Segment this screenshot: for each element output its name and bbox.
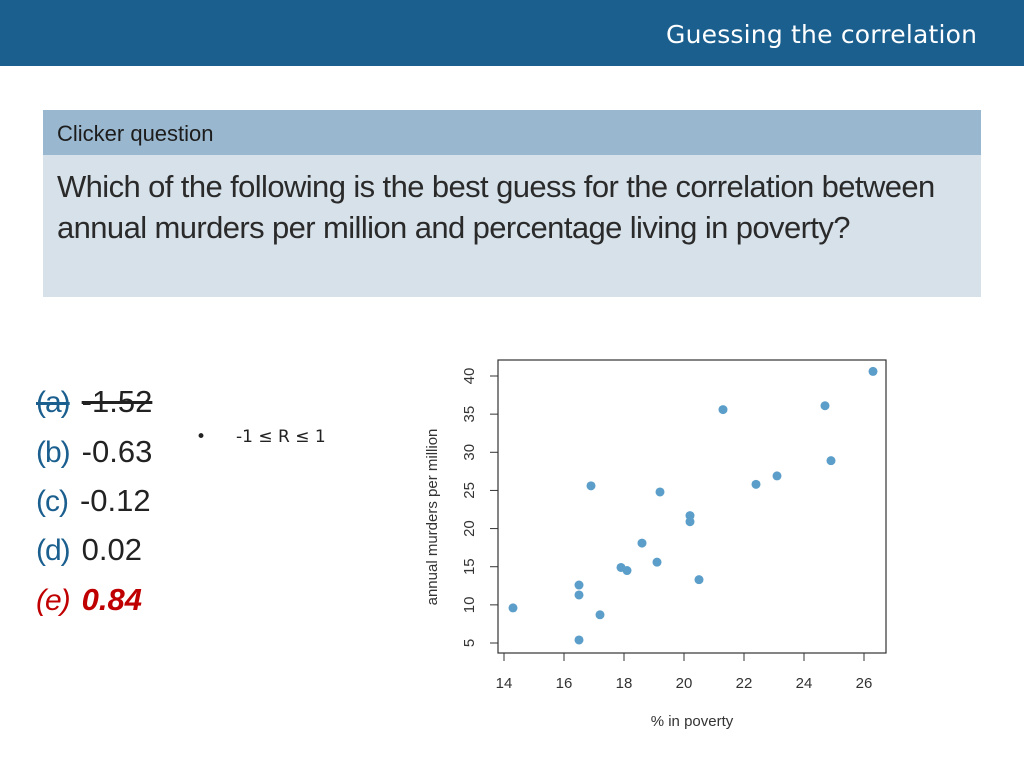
answer-letter: (c) (36, 485, 69, 518)
y-tick-label: 35 (461, 406, 478, 423)
data-point (718, 405, 728, 415)
answer-a[interactable]: (a) -1.52 (36, 384, 152, 420)
data-point (772, 471, 782, 481)
x-tick-label: 24 (796, 675, 813, 692)
scatter-plot: 14 16 18 20 22 24 26 5 10 15 20 25 30 35 40 % in pove… (424, 359, 887, 730)
y-tick-label: 15 (461, 558, 478, 575)
question-box: Clicker question Which of the following … (43, 110, 981, 297)
x-tick-label: 16 (556, 675, 573, 692)
data-point (586, 481, 596, 491)
question-label: Clicker question (57, 121, 214, 146)
answer-e[interactable]: (e) 0.84 (36, 582, 142, 618)
y-tick-label: 30 (461, 444, 478, 461)
x-tick-label: 26 (856, 675, 873, 692)
data-point (622, 566, 632, 576)
data-point (694, 575, 704, 585)
answer-b[interactable]: (b) -0.63 (36, 434, 152, 470)
x-tick-label: 18 (616, 675, 633, 692)
answer-c[interactable]: (c) -0.12 (36, 483, 151, 519)
data-point (820, 401, 830, 411)
question-text: Which of the following is the best guess… (57, 169, 935, 245)
x-tick-label: 20 (676, 675, 693, 692)
y-axis: 5 10 15 20 25 30 35 40 (461, 368, 499, 647)
bullet-icon: • (196, 427, 207, 447)
y-tick-label: 5 (461, 639, 478, 647)
data-point (685, 517, 695, 527)
y-tick-label: 25 (461, 482, 478, 499)
data-points (508, 366, 878, 645)
x-tick-label: 14 (496, 675, 513, 692)
data-point (655, 487, 665, 497)
data-point (595, 610, 605, 620)
x-axis: 14 16 18 20 22 24 26 (496, 652, 873, 692)
header-bar: Guessing the correlation (0, 0, 1024, 66)
data-point (652, 557, 662, 567)
answer-value: -0.63 (81, 434, 153, 469)
correlation-range-note: • -1 ≤ R ≤ 1 (196, 427, 326, 447)
answer-d[interactable]: (d) 0.02 (36, 532, 142, 568)
answer-value: 0.02 (81, 532, 143, 567)
data-point (574, 590, 584, 600)
y-tick-label: 10 (461, 597, 478, 614)
note-text: -1 ≤ R ≤ 1 (236, 427, 326, 447)
answer-letter: (d) (36, 534, 71, 567)
data-point (826, 456, 836, 466)
data-point (751, 479, 761, 489)
data-point (868, 366, 878, 376)
answer-value: 0.84 (81, 582, 143, 617)
answer-letter: (a) (36, 386, 71, 419)
x-tick-label: 22 (736, 675, 753, 692)
answer-letter: (e) (36, 584, 71, 617)
y-tick-label: 40 (461, 368, 478, 385)
data-point (574, 580, 584, 590)
y-tick-label: 20 (461, 520, 478, 537)
question-label-bar: Clicker question (43, 110, 981, 155)
answer-letter: (b) (36, 436, 71, 469)
slide-title: Guessing the correlation (666, 20, 978, 49)
x-axis-label: % in poverty (651, 713, 734, 730)
answer-value: -1.52 (81, 384, 153, 419)
data-point (574, 635, 584, 645)
y-axis-label: annual murders per million (424, 429, 441, 606)
answer-value: -0.12 (79, 483, 151, 518)
data-point (508, 603, 518, 613)
data-point (637, 538, 647, 548)
